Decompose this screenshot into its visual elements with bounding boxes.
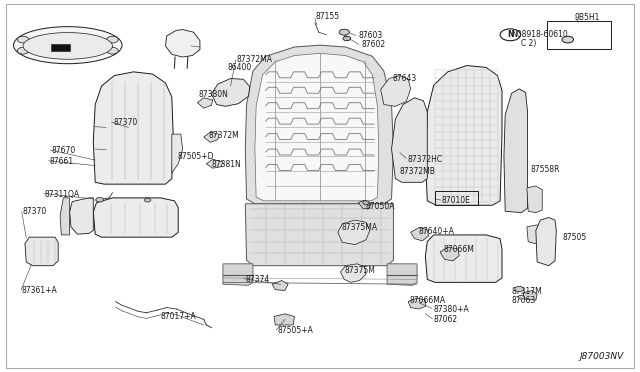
Text: 87372MB: 87372MB: [400, 167, 436, 176]
Polygon shape: [408, 298, 426, 309]
Text: C 2): C 2): [521, 39, 536, 48]
Text: 87066M: 87066M: [444, 244, 475, 253]
Text: 87505+A: 87505+A: [278, 326, 314, 335]
Circle shape: [343, 36, 351, 41]
Polygon shape: [172, 134, 182, 173]
Text: 87155: 87155: [316, 12, 340, 21]
Polygon shape: [245, 45, 394, 204]
Text: 86400: 86400: [227, 63, 252, 72]
Text: 87050A: 87050A: [366, 202, 396, 211]
Polygon shape: [245, 204, 394, 266]
Bar: [51, 44, 70, 51]
Text: 87361+A: 87361+A: [21, 286, 57, 295]
Polygon shape: [426, 235, 502, 282]
Polygon shape: [527, 225, 542, 243]
Circle shape: [515, 286, 524, 292]
Polygon shape: [338, 220, 370, 244]
Polygon shape: [426, 65, 502, 205]
Polygon shape: [411, 228, 429, 241]
Text: J87003NV: J87003NV: [579, 352, 623, 361]
Polygon shape: [255, 53, 379, 201]
Polygon shape: [274, 314, 294, 325]
Text: 9B5H1: 9B5H1: [574, 13, 600, 22]
Text: N08918-60610: N08918-60610: [511, 30, 568, 39]
Ellipse shape: [23, 33, 113, 59]
Text: 87670: 87670: [52, 146, 76, 155]
Text: 87066MA: 87066MA: [410, 296, 445, 305]
Polygon shape: [381, 76, 411, 106]
Circle shape: [339, 29, 349, 35]
Polygon shape: [166, 30, 200, 57]
Polygon shape: [523, 291, 537, 300]
Text: 87505: 87505: [563, 232, 587, 242]
Text: 87317M: 87317M: [511, 287, 542, 296]
Polygon shape: [211, 78, 250, 106]
Text: 87375M: 87375M: [345, 266, 376, 275]
Ellipse shape: [17, 36, 29, 43]
Polygon shape: [536, 218, 556, 266]
Polygon shape: [60, 198, 70, 235]
Text: 87311QA: 87311QA: [44, 190, 79, 199]
Polygon shape: [358, 200, 371, 209]
Text: 87374: 87374: [245, 275, 269, 284]
Ellipse shape: [13, 27, 122, 64]
Text: 87375MA: 87375MA: [341, 223, 377, 232]
Ellipse shape: [107, 36, 118, 43]
Text: 87372MA: 87372MA: [237, 55, 273, 64]
Text: 87370: 87370: [22, 208, 47, 217]
Polygon shape: [340, 264, 366, 282]
Bar: [547, 21, 611, 49]
Text: 87370: 87370: [113, 119, 138, 128]
Text: 87603: 87603: [358, 31, 383, 40]
Circle shape: [145, 198, 151, 202]
Text: 87643: 87643: [392, 74, 417, 83]
Circle shape: [518, 295, 524, 299]
Text: 87661: 87661: [50, 157, 74, 166]
Text: 87372HC: 87372HC: [408, 155, 443, 164]
Polygon shape: [440, 247, 460, 261]
Text: 87558R: 87558R: [531, 165, 560, 174]
Polygon shape: [206, 159, 223, 168]
Text: 87380+A: 87380+A: [433, 305, 468, 314]
Text: 87381N: 87381N: [211, 160, 241, 169]
Text: 87380N: 87380N: [198, 90, 228, 99]
Polygon shape: [204, 132, 219, 142]
Text: 87017+A: 87017+A: [161, 312, 196, 321]
Text: 87505+D: 87505+D: [177, 152, 214, 161]
Polygon shape: [93, 72, 173, 184]
Text: 87640+A: 87640+A: [419, 227, 455, 236]
Circle shape: [562, 36, 573, 43]
Text: 87063: 87063: [511, 296, 536, 305]
Polygon shape: [387, 264, 417, 285]
Text: N: N: [507, 30, 513, 39]
Polygon shape: [272, 280, 288, 291]
Text: 87602: 87602: [362, 40, 386, 49]
Polygon shape: [504, 89, 527, 213]
Bar: [435, 191, 478, 205]
Polygon shape: [25, 237, 58, 266]
Circle shape: [363, 201, 369, 205]
Text: 87010E: 87010E: [442, 196, 471, 205]
Ellipse shape: [107, 47, 118, 54]
Polygon shape: [197, 98, 212, 108]
Polygon shape: [70, 198, 93, 234]
Polygon shape: [93, 198, 178, 237]
Ellipse shape: [17, 47, 29, 54]
Text: 87062: 87062: [434, 315, 458, 324]
Text: 87372M: 87372M: [209, 131, 239, 140]
Circle shape: [96, 198, 104, 202]
Polygon shape: [527, 186, 542, 213]
Polygon shape: [223, 264, 253, 285]
Polygon shape: [392, 98, 428, 182]
